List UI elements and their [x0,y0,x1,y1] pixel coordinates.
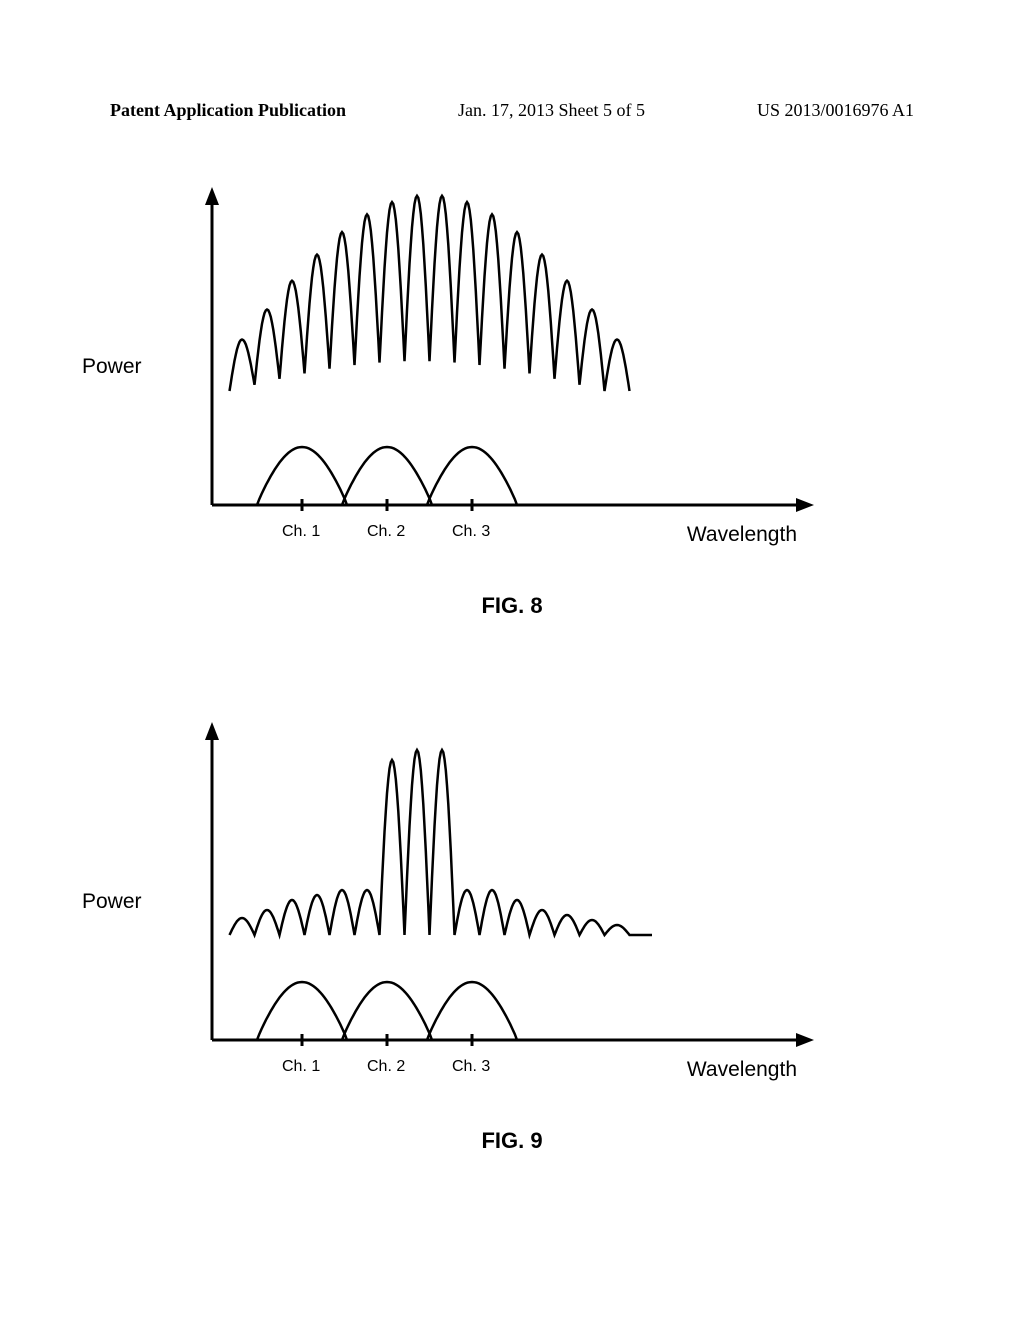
fig8-caption: FIG. 8 [0,593,1024,619]
page-header: Patent Application Publication Jan. 17, … [0,100,1024,121]
header-right: US 2013/0016976 A1 [757,100,914,121]
fig8-ylabel: Power [82,355,142,379]
fig8-xlabel: Wavelength [687,523,797,547]
fig9-tick-ch3: Ch. 3 [452,1058,490,1076]
fig9-svg [192,720,832,1090]
fig9-ylabel: Power [82,890,142,914]
fig8-tick-ch2: Ch. 2 [367,523,405,541]
fig9-tick-ch2: Ch. 2 [367,1058,405,1076]
fig8-tick-ch3: Ch. 3 [452,523,490,541]
fig9-caption: FIG. 9 [0,1128,1024,1154]
fig8-tick-ch1: Ch. 1 [282,523,320,541]
fig9-tick-ch1: Ch. 1 [282,1058,320,1076]
fig9-xlabel: Wavelength [687,1058,797,1082]
fig8-chart: Power Wavelength Ch. 1 Ch. 2 Ch. 3 [192,185,832,555]
header-mid: Jan. 17, 2013 Sheet 5 of 5 [458,100,645,121]
fig9-chart: Power Wavelength Ch. 1 Ch. 2 Ch. 3 [192,720,832,1090]
figure-9: Power Wavelength Ch. 1 Ch. 2 Ch. 3 FIG. … [0,720,1024,1154]
fig8-svg [192,185,832,555]
figure-8: Power Wavelength Ch. 1 Ch. 2 Ch. 3 FIG. … [0,185,1024,619]
header-left: Patent Application Publication [110,100,346,121]
